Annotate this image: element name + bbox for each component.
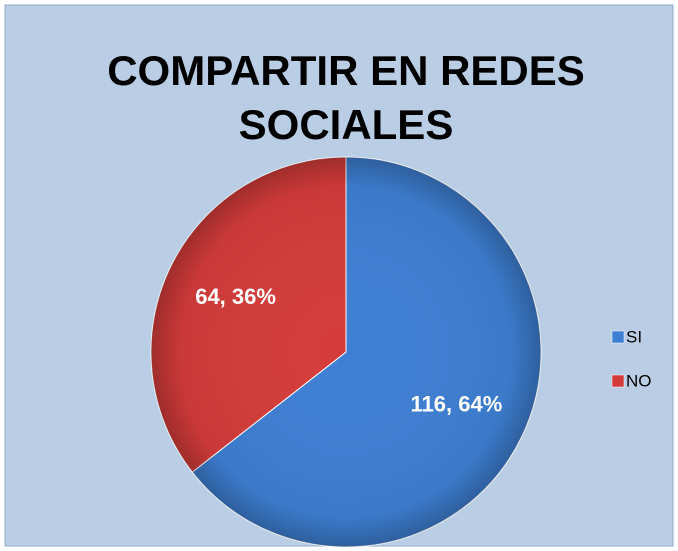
legend-swatch <box>611 374 625 388</box>
chart-title: COMPARTIR EN REDES SOCIALES <box>107 47 585 148</box>
legend-label: NO <box>626 371 652 390</box>
labels: 116, 64% 64, 36% SI NO <box>195 284 651 417</box>
legend-label: SI <box>626 327 642 346</box>
pie <box>150 156 542 548</box>
legend-swatch <box>611 330 625 344</box>
data-label: 64, 36% <box>195 284 276 309</box>
data-label: 116, 64% <box>411 392 503 417</box>
